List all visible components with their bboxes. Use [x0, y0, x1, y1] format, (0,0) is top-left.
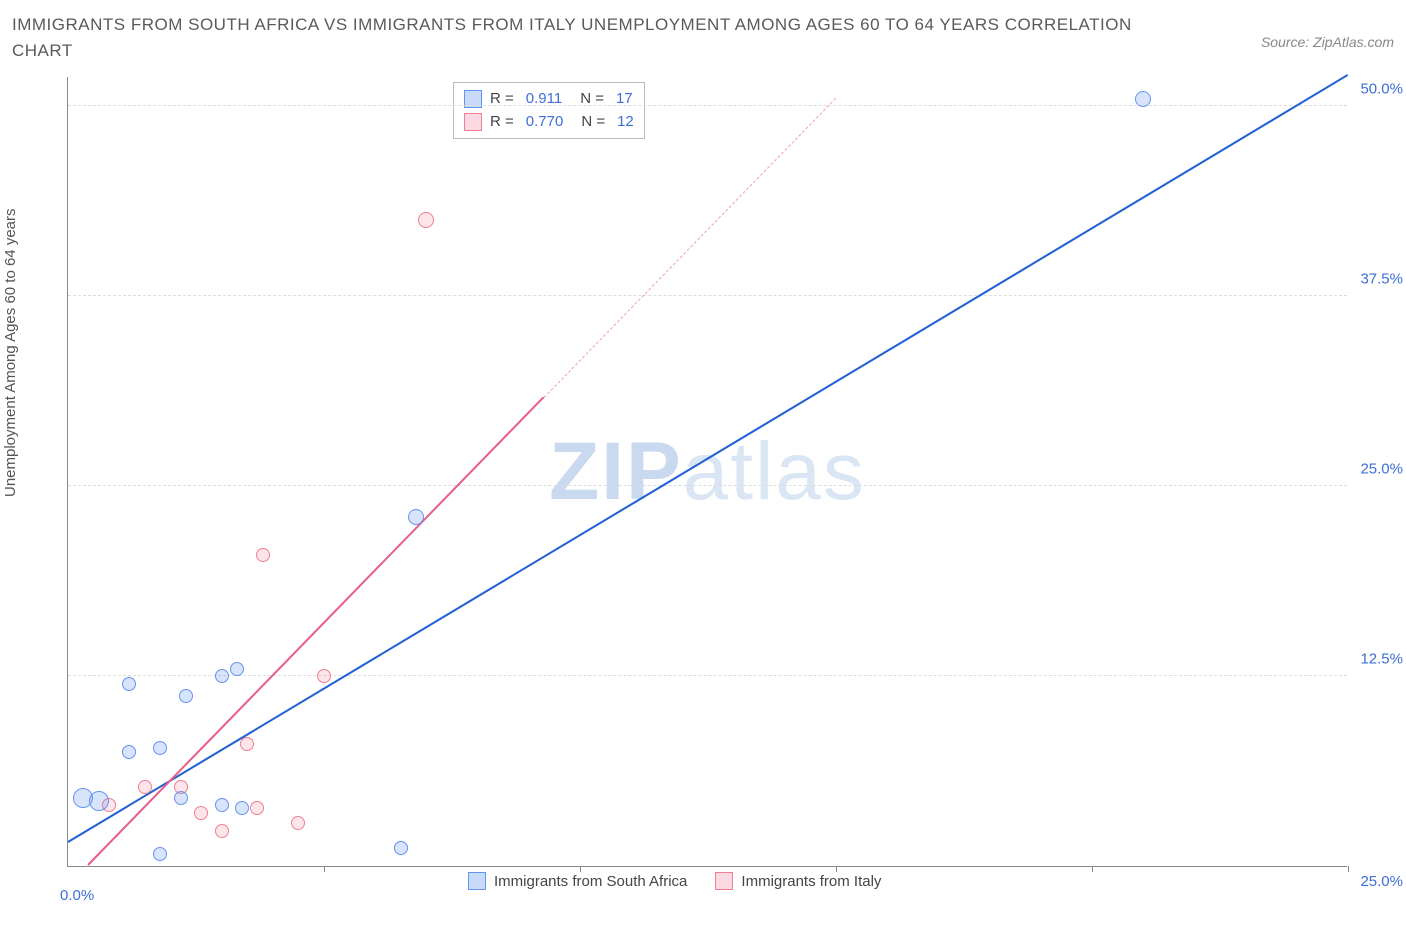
- scatter-point: [215, 669, 229, 683]
- trend-line: [544, 98, 837, 398]
- scatter-point: [235, 801, 249, 815]
- r-label: R =: [490, 88, 514, 111]
- legend-label: Immigrants from South Africa: [494, 873, 687, 890]
- scatter-point: [122, 677, 136, 691]
- y-tick-label: 37.5%: [1360, 271, 1403, 288]
- swatch-icon: [464, 113, 482, 131]
- scatter-point: [215, 824, 229, 838]
- y-tick-label: 12.5%: [1360, 651, 1403, 668]
- gridline: [68, 485, 1347, 486]
- n-value: 17: [616, 88, 633, 111]
- scatter-point: [138, 780, 152, 794]
- scatter-point: [153, 847, 167, 861]
- x-max-label: 25.0%: [1360, 873, 1403, 890]
- y-tick-label: 50.0%: [1360, 81, 1403, 98]
- scatter-point: [418, 212, 434, 228]
- x-tick: [1348, 866, 1349, 872]
- n-label: N =: [581, 111, 605, 134]
- y-axis-label: Unemployment Among Ages 60 to 64 years: [2, 208, 19, 497]
- scatter-point: [215, 798, 229, 812]
- legend-row-pink: R = 0.770 N = 12: [464, 111, 634, 134]
- y-tick-label: 25.0%: [1360, 461, 1403, 478]
- scatter-point: [250, 801, 264, 815]
- r-value: 0.770: [526, 111, 564, 134]
- x-origin-label: 0.0%: [60, 887, 94, 904]
- scatter-point: [317, 669, 331, 683]
- scatter-point: [89, 791, 109, 811]
- x-tick: [836, 866, 837, 872]
- trend-line: [67, 74, 1348, 843]
- scatter-point: [1135, 91, 1151, 107]
- n-value: 12: [617, 111, 634, 134]
- scatter-point: [256, 548, 270, 562]
- scatter-point: [153, 741, 167, 755]
- scatter-point: [240, 737, 254, 751]
- r-label: R =: [490, 111, 514, 134]
- x-tick: [324, 866, 325, 872]
- gridline: [68, 105, 1347, 106]
- r-value: 0.911: [526, 88, 562, 111]
- legend-label: Immigrants from Italy: [741, 873, 881, 890]
- legend-row-blue: R = 0.911 N = 17: [464, 88, 634, 111]
- watermark-bold: ZIP: [549, 426, 683, 517]
- x-tick: [580, 866, 581, 872]
- legend-item-pink: Immigrants from Italy: [715, 872, 881, 890]
- n-label: N =: [580, 88, 604, 111]
- scatter-point: [394, 841, 408, 855]
- watermark: ZIPatlas: [549, 425, 866, 519]
- x-tick: [1092, 866, 1093, 872]
- scatter-point: [179, 689, 193, 703]
- scatter-point: [174, 791, 188, 805]
- watermark-rest: atlas: [683, 426, 866, 517]
- gridline: [68, 295, 1347, 296]
- trend-line: [88, 396, 545, 865]
- scatter-plot: ZIPatlas R = 0.911 N = 17 R = 0.770 N = …: [67, 77, 1347, 867]
- swatch-icon: [715, 872, 733, 890]
- scatter-point: [291, 816, 305, 830]
- series-legend: Immigrants from South Africa Immigrants …: [468, 872, 881, 890]
- scatter-point: [230, 662, 244, 676]
- scatter-point: [408, 509, 424, 525]
- chart-area: Unemployment Among Ages 60 to 64 years Z…: [12, 67, 1394, 897]
- chart-title: IMMIGRANTS FROM SOUTH AFRICA VS IMMIGRAN…: [12, 12, 1132, 63]
- swatch-icon: [468, 872, 486, 890]
- correlation-legend: R = 0.911 N = 17 R = 0.770 N = 12: [453, 82, 645, 139]
- scatter-point: [194, 806, 208, 820]
- gridline: [68, 675, 1347, 676]
- scatter-point: [122, 745, 136, 759]
- legend-item-blue: Immigrants from South Africa: [468, 872, 687, 890]
- source-label: Source: ZipAtlas.com: [1261, 34, 1394, 50]
